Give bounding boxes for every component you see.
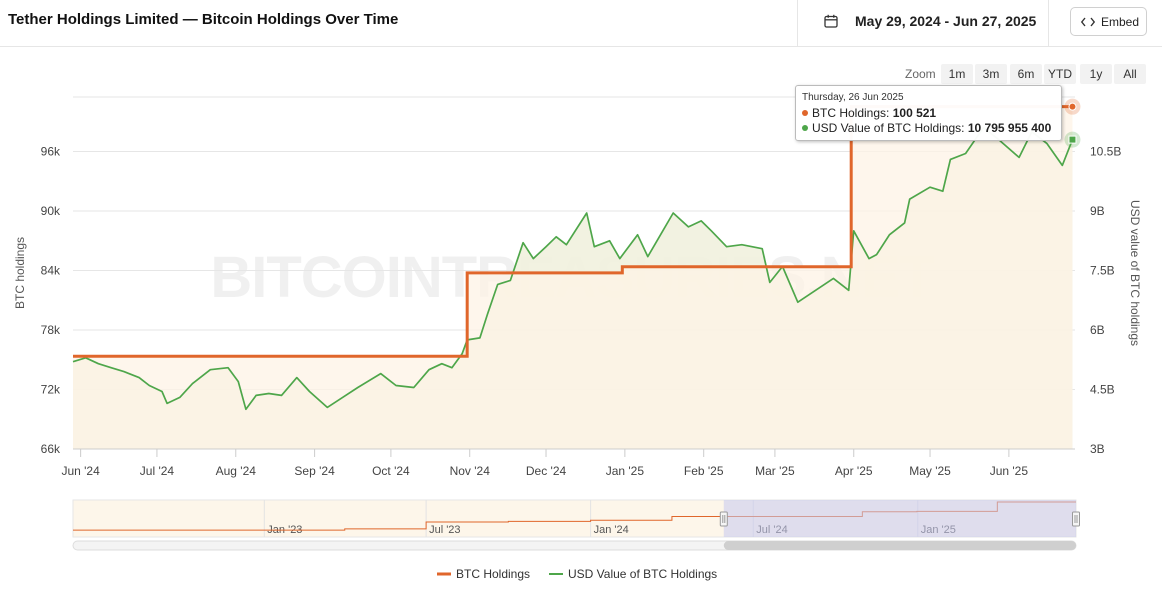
y-left-tick-label: 66k xyxy=(41,442,61,456)
zoom-button-label[interactable]: 1y xyxy=(1090,67,1103,81)
tooltip-btc-value: 100 521 xyxy=(892,106,937,120)
zoom-controls: Zoom 1m 3m 6m YTD 1y All xyxy=(905,64,1146,84)
y-right-tick-label: 6B xyxy=(1090,323,1105,337)
x-tick-label: Aug '24 xyxy=(216,464,257,478)
navigator-handle-left[interactable] xyxy=(719,511,728,527)
zoom-button-label[interactable]: All xyxy=(1123,67,1136,81)
scrollbar-thumb[interactable] xyxy=(723,541,1076,550)
legend-usd-label[interactable]: USD Value of BTC Holdings xyxy=(568,567,717,581)
zoom-button-3m[interactable] xyxy=(975,64,1007,84)
y-left-tick-label: 78k xyxy=(41,323,61,337)
date-range-text: May 29, 2024 - Jun 27, 2025 xyxy=(855,13,1037,29)
code-icon xyxy=(1081,17,1095,27)
zoom-button-label[interactable]: YTD xyxy=(1048,67,1072,81)
date-range-picker[interactable]: May 29, 2024 - Jun 27, 2025 xyxy=(797,0,1049,46)
usd-hover-marker xyxy=(1068,135,1077,144)
header-bar: Tether Holdings Limited — Bitcoin Holdin… xyxy=(0,0,1162,47)
y-left-tick-label: 72k xyxy=(41,383,61,397)
x-tick-label: Feb '25 xyxy=(684,464,724,478)
tooltip-usd-row: USD Value of BTC Holdings: 10 795 955 40… xyxy=(802,121,1051,135)
x-tick-label: Jun '24 xyxy=(61,464,100,478)
navigator-label: Jul '23 xyxy=(429,524,460,536)
navigator-label: Jan '24 xyxy=(594,524,629,536)
navigator-handle-right[interactable] xyxy=(1072,511,1080,527)
tooltip: Thursday, 26 Jun 2025 BTC Holdings: 100 … xyxy=(795,85,1062,141)
y-right-tick-label: 10.5B xyxy=(1090,145,1121,159)
tooltip-date: Thursday, 26 Jun 2025 xyxy=(802,92,904,103)
usd-series-line[interactable] xyxy=(72,126,1074,411)
zoom-label: Zoom xyxy=(905,67,936,81)
y-left-tick-label: 84k xyxy=(41,264,61,278)
x-tick-label: Jul '24 xyxy=(140,464,175,478)
x-tick-label: Nov '24 xyxy=(450,464,491,478)
y-axis-right-title: USD value of BTC holdings xyxy=(1128,200,1142,346)
x-tick-label: Oct '24 xyxy=(372,464,410,478)
btc-hover-marker xyxy=(1068,102,1077,111)
x-tick-label: Mar '25 xyxy=(755,464,795,478)
x-tick-label: May '25 xyxy=(909,464,951,478)
zoom-button-label[interactable]: 1m xyxy=(949,67,966,81)
y-left-tick-label: 96k xyxy=(41,145,61,159)
zoom-button-all[interactable] xyxy=(1114,64,1146,84)
y-left-tick-label: 90k xyxy=(41,204,61,218)
btc-area xyxy=(73,106,1073,449)
zoom-button-6m[interactable] xyxy=(1010,64,1042,84)
navigator-selection[interactable] xyxy=(723,500,1076,537)
y-right-tick-label: 7.5B xyxy=(1090,264,1115,278)
x-tick-label: Sep '24 xyxy=(294,464,335,478)
plot-area xyxy=(72,98,1081,449)
page-title: Tether Holdings Limited — Bitcoin Holdin… xyxy=(8,11,399,28)
legend: BTC Holdings USD Value of BTC Holdings xyxy=(437,567,717,581)
legend-btc-label[interactable]: BTC Holdings xyxy=(456,567,530,581)
tooltip-usd-dot xyxy=(802,125,808,131)
zoom-button-label[interactable]: 3m xyxy=(983,67,1000,81)
tooltip-btc-row: BTC Holdings: 100 521 xyxy=(802,106,936,120)
x-tick-label: Dec '24 xyxy=(526,464,567,478)
axes: 66k 72k 78k 84k 90k 96k 3B 4.5B 6B 7.5B 9B 10.5B Jun… xyxy=(41,145,1122,479)
y-right-tick-label: 3B xyxy=(1090,442,1105,456)
calendar-icon xyxy=(824,14,838,28)
x-tick-label: Jan '25 xyxy=(606,464,645,478)
zoom-button-label[interactable]: 6m xyxy=(1018,67,1035,81)
y-axis-left-title: BTC holdings xyxy=(13,237,27,309)
zoom-button-1y[interactable] xyxy=(1080,64,1112,84)
embed-button[interactable]: Embed xyxy=(1070,7,1147,36)
y-right-tick-label: 4.5B xyxy=(1090,383,1115,397)
tooltip-usd-value: 10 795 955 400 xyxy=(967,121,1052,135)
tooltip-btc-label: BTC Holdings: xyxy=(812,106,890,120)
x-tick-label: Apr '25 xyxy=(835,464,873,478)
embed-label: Embed xyxy=(1101,15,1140,29)
tooltip-btc-dot xyxy=(802,110,808,116)
zoom-button-ytd[interactable] xyxy=(1044,64,1076,84)
tooltip-usd-label: USD Value of BTC Holdings: xyxy=(812,121,965,135)
zoom-button-1m[interactable] xyxy=(941,64,973,84)
x-tick-label: Jun '25 xyxy=(990,464,1029,478)
y-right-tick-label: 9B xyxy=(1090,204,1105,218)
